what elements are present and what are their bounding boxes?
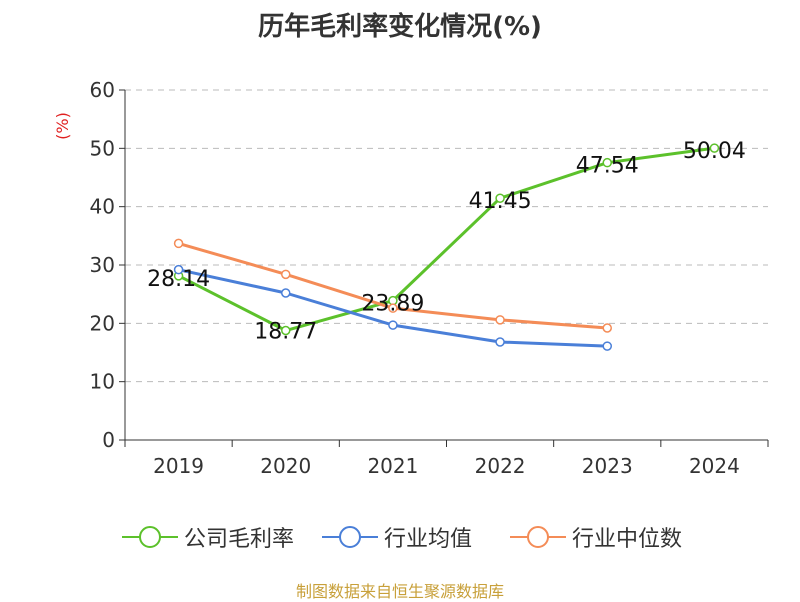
data-label: 23.89 [361,292,424,317]
chart-title: 历年毛利率变化情况(%) [258,12,542,42]
legend-item: 行业中位数 [510,522,682,552]
data-labels: 28.14 18.77 23.89 41.45 47.54 50.04 [147,139,746,344]
legend: 公司毛利率 行业均值 行业中位数 [0,522,800,552]
data-point [495,337,505,347]
legend-marker-icon [122,526,178,548]
data-label: 28.14 [147,267,210,292]
y-tick-label: 0 [102,428,115,452]
data-point [602,341,612,351]
data-point [602,323,612,333]
axes: 0 10 20 30 40 50 60 2019 2020 2021 2022 2023 2024 [90,78,769,478]
data-label: 50.04 [683,139,746,164]
data-point [281,269,291,280]
x-tick-label: 2024 [689,454,740,478]
source-note: 制图数据来自恒生聚源数据库 [295,582,504,601]
x-tick-label: 2020 [260,454,311,478]
x-tick-label: 2019 [153,454,204,478]
y-tick-label: 40 [90,195,115,219]
legend-label: 行业中位数 [572,527,683,552]
legend-label: 行业均值 [384,527,473,552]
data-point [709,143,720,153]
series-lines [173,143,720,351]
legend-item: 行业均值 [322,522,472,552]
y-tick-label: 20 [90,311,115,335]
legend-marker-icon [510,526,566,548]
y-tick-label: 50 [90,136,115,160]
y-tick-label: 30 [90,253,115,277]
y-axis-label: (%) [53,112,72,140]
y-tick-label: 60 [90,78,115,102]
grid-lines [125,89,768,383]
x-tick-label: 2022 [475,454,526,478]
series-line-0 [177,146,715,333]
data-point [281,288,291,298]
data-label: 47.54 [576,154,639,179]
data-label: 18.77 [254,320,317,345]
legend-marker-icon [322,526,378,548]
data-point [173,264,184,275]
x-tick-label: 2023 [582,454,633,478]
data-point [602,157,612,168]
data-point [281,325,291,336]
data-point [388,303,398,313]
data-point [495,315,505,325]
y-tick-label: 10 [90,370,115,394]
legend-item: 公司毛利率 [122,522,294,552]
data-point [173,238,184,249]
legend-label: 公司毛利率 [184,527,295,552]
data-point [388,320,398,330]
data-label: 41.45 [469,189,532,214]
data-point [495,193,505,203]
x-tick-label: 2021 [367,454,418,478]
